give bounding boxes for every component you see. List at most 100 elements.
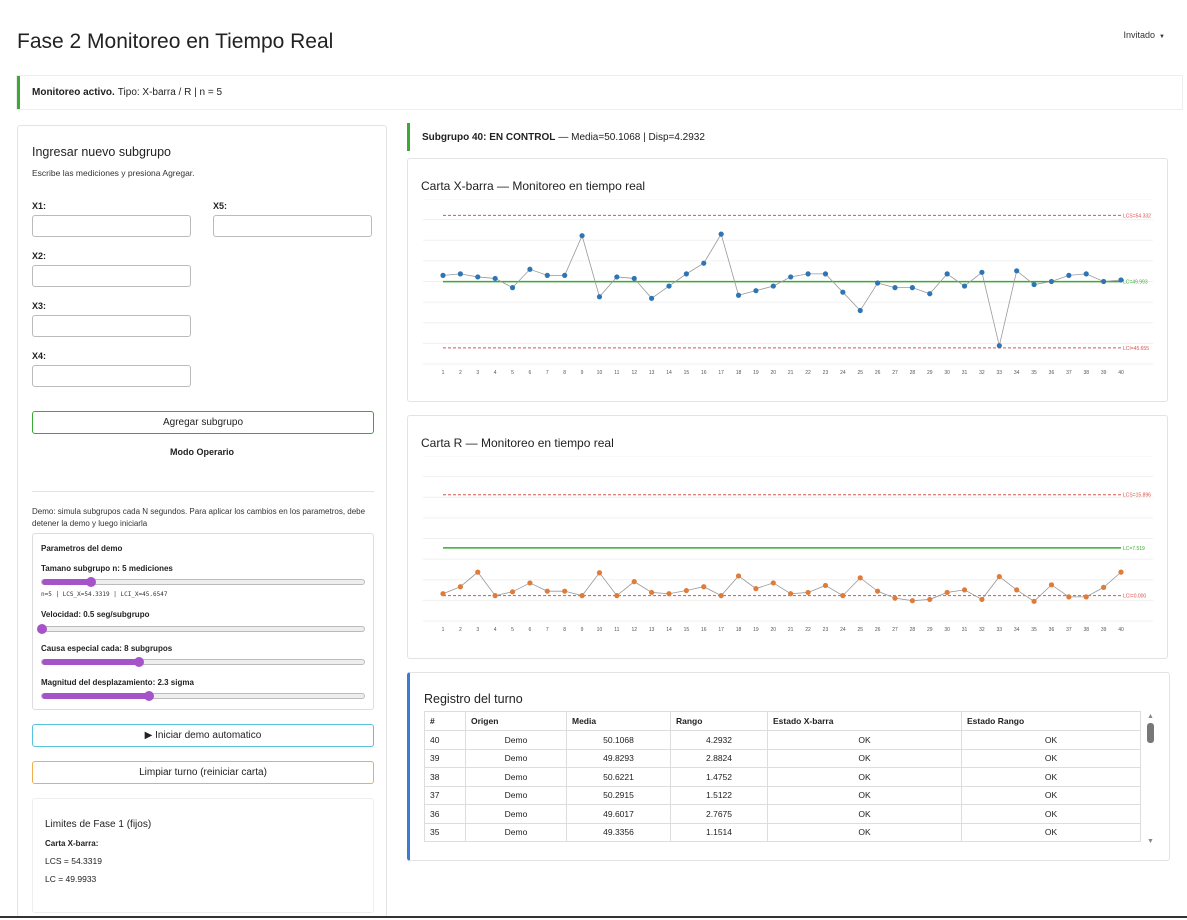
slider-thumb[interactable] <box>143 691 154 701</box>
x-tick-label: 17 <box>718 627 724 633</box>
x-tick-label: 35 <box>1031 627 1037 633</box>
x-tick-label: 22 <box>805 627 811 633</box>
x-tick-label: 36 <box>1049 627 1055 633</box>
special-cause-slider[interactable] <box>41 657 365 667</box>
scroll-down-icon[interactable]: ▼ <box>1147 838 1154 845</box>
table-cell: 36 <box>424 804 466 824</box>
table-cell: OK <box>767 822 962 842</box>
x-tick-label: 5 <box>511 370 514 376</box>
table-cell: Demo <box>465 767 567 787</box>
table-cell: 50.2915 <box>566 785 671 805</box>
x-tick-label: 27 <box>892 627 898 633</box>
data-point <box>1031 598 1037 604</box>
table-row: 37 Demo 50.2915 1.5122 OK OK <box>424 785 1141 805</box>
data-point <box>631 579 637 585</box>
x-tick-label: 13 <box>649 370 655 376</box>
divider <box>32 491 374 492</box>
x2-input[interactable] <box>32 265 191 287</box>
data-point <box>579 593 585 599</box>
data-point <box>509 285 516 291</box>
x-tick-label: 10 <box>597 627 603 633</box>
data-point <box>475 569 481 575</box>
cl-label: LC=49.993 <box>1123 280 1148 286</box>
slider-thumb[interactable] <box>134 657 145 667</box>
table-scrollbar[interactable]: ▲ ▼ <box>1146 711 1156 847</box>
x-tick-label: 23 <box>823 627 829 633</box>
data-point <box>927 596 933 603</box>
table-row: 40 Demo 50.1068 4.2932 OK OK <box>424 730 1141 750</box>
slider-thumb[interactable] <box>37 624 47 634</box>
x-tick-label: 15 <box>684 370 690 376</box>
log-table: # Origen Media Rango Estado X-barra Esta… <box>424 711 1141 842</box>
x-tick-label: 12 <box>631 370 637 376</box>
x-tick-label: 14 <box>666 370 672 376</box>
limits-lc: LC = 49.9933 <box>45 874 97 884</box>
data-point <box>996 573 1002 580</box>
data-point <box>457 271 463 277</box>
scroll-up-icon[interactable]: ▲ <box>1147 713 1154 720</box>
data-point <box>683 587 689 594</box>
x3-label: X3: <box>32 301 47 311</box>
table-cell: Demo <box>465 822 567 842</box>
x-tick-label: 2 <box>459 370 462 376</box>
table-cell: OK <box>961 730 1141 750</box>
x4-input[interactable] <box>32 365 191 387</box>
table-cell: 1.4752 <box>670 767 768 787</box>
x1-input[interactable] <box>32 215 191 237</box>
user-name: Invitado <box>1123 30 1156 40</box>
table-header-row: # Origen Media Rango Estado X-barra Esta… <box>424 711 1141 731</box>
data-point <box>1014 268 1020 274</box>
slider-thumb[interactable] <box>85 577 96 587</box>
x-tick-label: 19 <box>753 627 759 633</box>
table-cell: Demo <box>465 730 567 750</box>
scroll-thumb[interactable] <box>1147 723 1154 743</box>
x-tick-label: 8 <box>563 627 566 633</box>
data-point <box>840 593 846 599</box>
x-tick-label: 7 <box>546 370 549 376</box>
data-point <box>440 591 446 597</box>
x-tick-label: 30 <box>944 370 950 376</box>
phase1-limits-box: Limites de Fase 1 (fijos) Carta X-barra:… <box>32 798 374 913</box>
table-cell: OK <box>961 785 1141 805</box>
x-tick-label: 29 <box>927 627 933 633</box>
x-tick-label: 4 <box>494 370 497 376</box>
col-header: Media <box>566 711 671 731</box>
user-menu[interactable]: Invitado ▼ <box>1124 30 1165 40</box>
form-subtitle: Escribe las mediciones y presiona Agrega… <box>32 168 195 178</box>
data-point <box>770 580 776 586</box>
speed-slider[interactable] <box>37 624 365 634</box>
clear-shift-button[interactable]: Limpiar turno (reiniciar carta) <box>32 761 374 784</box>
caret-down-icon: ▼ <box>1159 34 1165 40</box>
log-table-wrap[interactable]: # Origen Media Rango Estado X-barra Esta… <box>424 711 1141 847</box>
data-point <box>944 589 950 596</box>
x-tick-label: 30 <box>944 627 950 633</box>
table-cell: OK <box>767 785 962 805</box>
data-point <box>596 294 603 300</box>
x-tick-label: 1 <box>442 627 445 633</box>
x5-input[interactable] <box>213 215 372 237</box>
x3-input[interactable] <box>32 315 191 337</box>
data-point <box>631 275 637 282</box>
table-cell: Demo <box>465 785 567 805</box>
data-point <box>649 589 655 596</box>
data-point <box>857 307 863 314</box>
data-point <box>718 593 724 599</box>
x-tick-label: 31 <box>962 370 968 376</box>
x-tick-label: 24 <box>840 627 846 633</box>
x-tick-label: 32 <box>979 370 985 376</box>
subgroup-size-slider[interactable] <box>41 577 365 587</box>
table-cell: OK <box>961 822 1141 842</box>
start-demo-button[interactable]: ▶ Iniciar demo automatico <box>32 724 374 747</box>
add-subgroup-button[interactable]: Agregar subgrupo <box>32 411 374 434</box>
shift-magnitude-slider[interactable] <box>41 691 365 701</box>
x-tick-label: 3 <box>476 370 479 376</box>
data-point <box>1083 594 1089 600</box>
data-point <box>527 266 533 272</box>
table-cell: OK <box>767 804 962 824</box>
data-point <box>596 570 603 576</box>
x1-label: X1: <box>32 201 47 211</box>
speed-label: Velocidad: 0.5 seg/subgrupo <box>41 610 150 619</box>
data-point <box>1031 281 1037 288</box>
table-cell: 38 <box>424 767 466 787</box>
x-tick-label: 2 <box>459 627 462 633</box>
